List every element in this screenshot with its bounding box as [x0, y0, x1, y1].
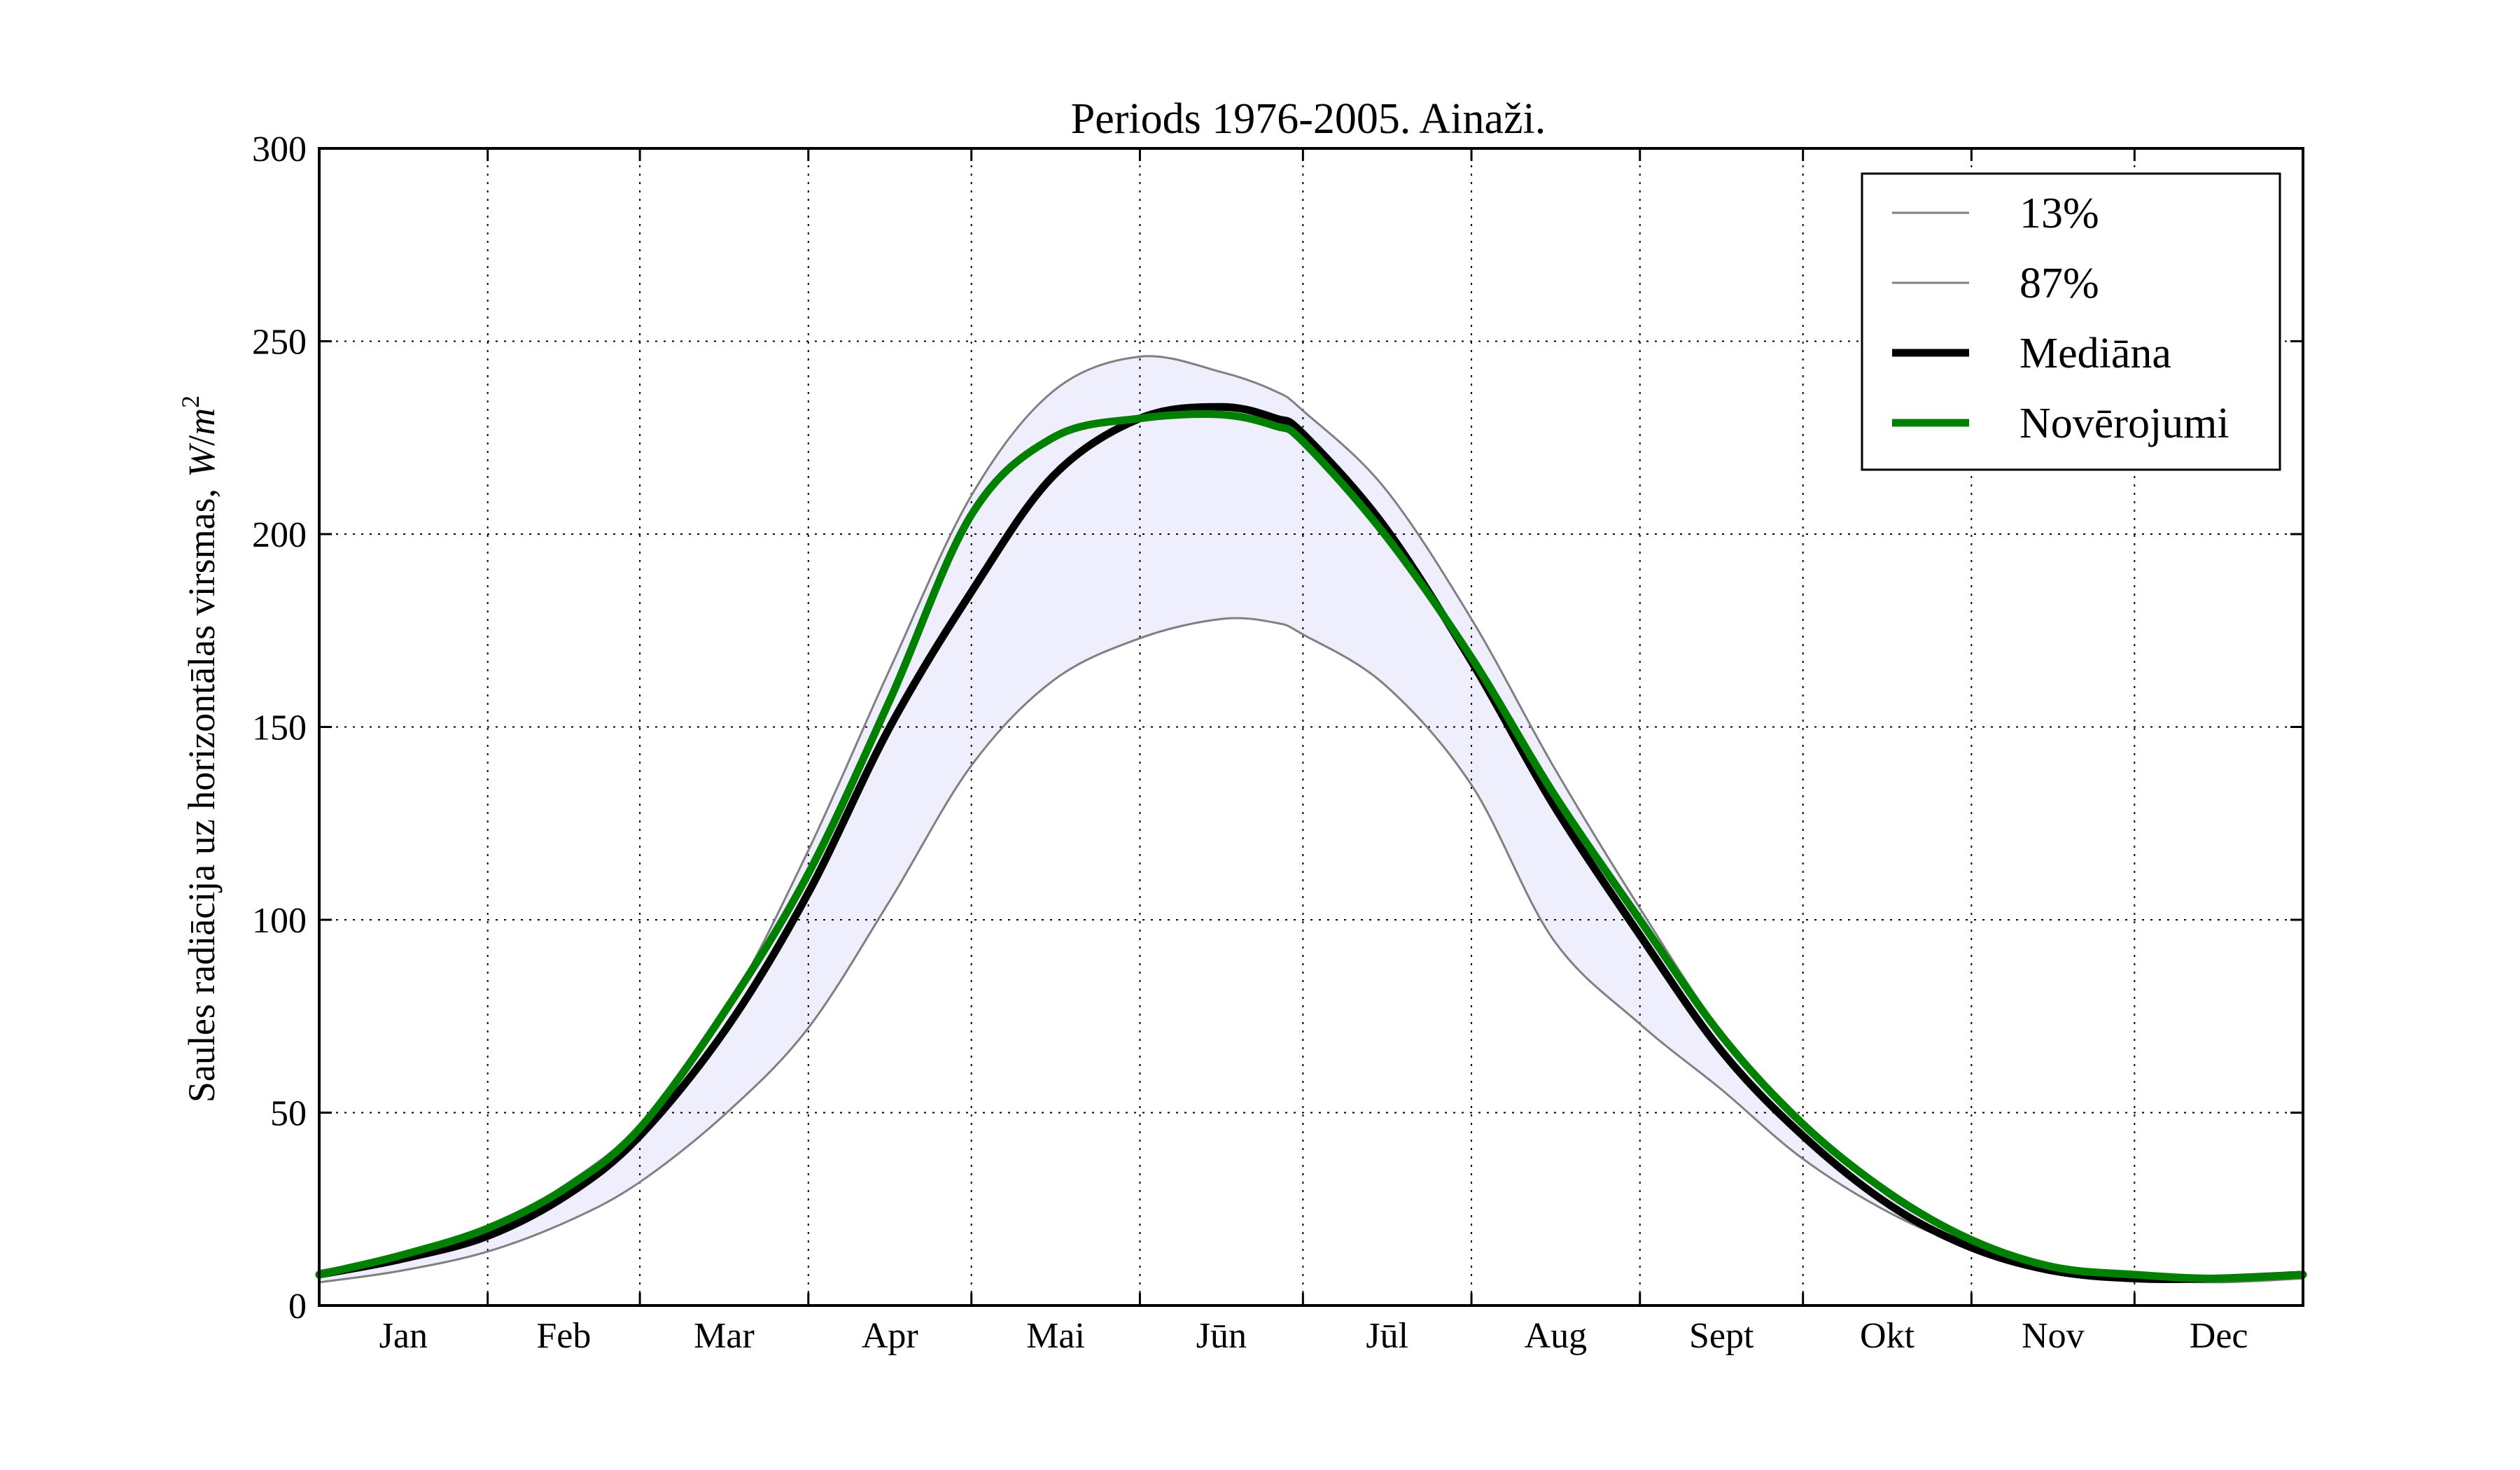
y-tick-label-0: 0 [288, 1287, 307, 1326]
x-tick-label-8: Sept [1689, 1316, 1754, 1356]
y-tick-label-150: 150 [252, 708, 307, 748]
y-tick-label-300: 300 [252, 130, 307, 169]
band-layer [319, 356, 2303, 1282]
series-line-3 [315, 410, 2307, 1282]
series-layer [315, 355, 2307, 1284]
x-tick-label-3: Apr [862, 1316, 918, 1356]
y-tick-label-100: 100 [252, 901, 307, 941]
y-tick-label-250: 250 [252, 323, 307, 363]
chart-title: Periods 1976-2005. Ainaži. [1071, 95, 1546, 143]
y-axis-unit-slash: / [181, 435, 223, 446]
legend: 13% 87% Mediāna Novērojumi [1861, 172, 2281, 471]
series-line-2 [315, 402, 2307, 1283]
x-tick-label-11: Dec [2190, 1316, 2248, 1356]
percentile-band [319, 356, 2303, 1282]
y-axis-unit-var: W [181, 442, 223, 477]
grid-layer [319, 148, 2303, 1306]
legend-label-novērojumi: Novērojumi [2019, 400, 2230, 447]
x-tick-label-10: Nov [2022, 1316, 2085, 1356]
x-tick-label-0: Jan [379, 1316, 428, 1356]
x-tick-label-4: Mai [1026, 1316, 1085, 1356]
y-tick-label-50: 50 [270, 1094, 307, 1134]
y-axis-unit-exp: 2 [176, 396, 204, 408]
y-axis-label-text: Saules radiācija uz horizontālas virsmas… [181, 489, 223, 1102]
legend-label-13: 13% [2019, 190, 2099, 237]
y-axis-label: Saules radiācija uz horizontālas virsmas… [176, 396, 223, 1102]
x-tick-label-2: Mar [694, 1316, 755, 1356]
legend-label-mediana: Mediāna [2019, 330, 2171, 377]
legend-label-87: 87% [2019, 260, 2099, 307]
y-axis-unit-den: m [181, 408, 223, 435]
x-tick-label-1: Feb [536, 1316, 591, 1356]
x-tick-label-5: Jūn [1196, 1316, 1247, 1356]
y-tick-label-200: 200 [252, 515, 307, 555]
tick-layer: 0 50 100 150 200 250 300 Jan Feb Mar Apr Mai Jūn Jūl A… [252, 130, 2303, 1356]
x-tick-label-7: Aug [1525, 1316, 1588, 1356]
x-tick-label-9: Okt [1860, 1316, 1915, 1356]
x-tick-label-6: Jūl [1366, 1316, 1408, 1356]
